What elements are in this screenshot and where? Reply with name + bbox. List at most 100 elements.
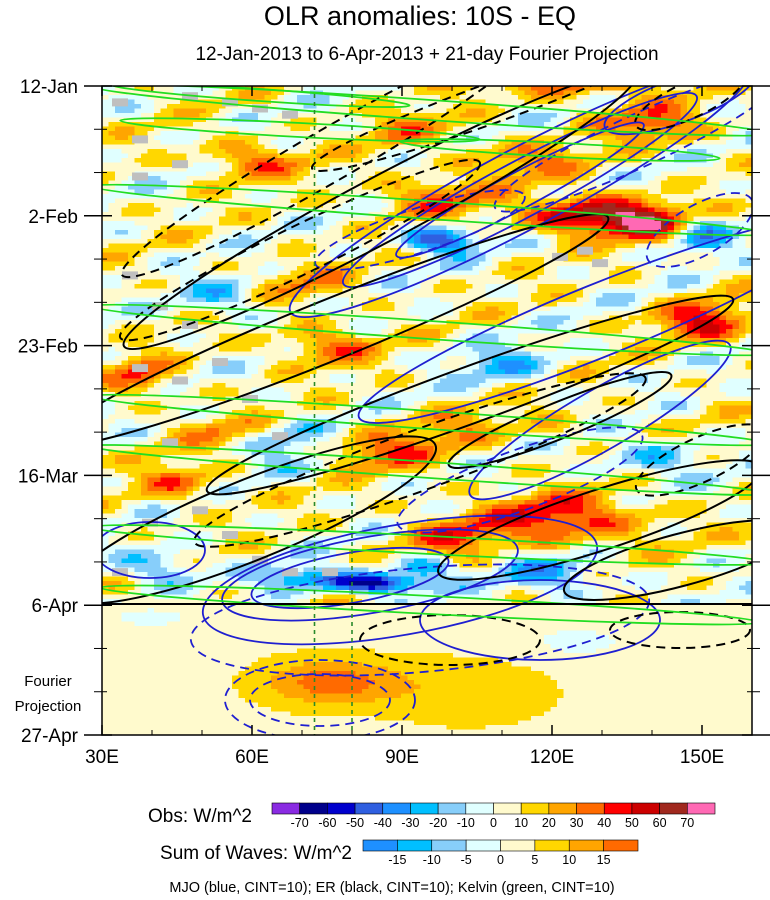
heatmap-cell <box>537 194 545 200</box>
heatmap-cell <box>141 113 149 119</box>
heatmap-cell <box>433 95 441 101</box>
heatmap-cell <box>206 230 214 236</box>
heatmap-cell <box>329 99 337 105</box>
heatmap-cell <box>284 122 292 128</box>
heatmap-cell <box>602 248 610 254</box>
heatmap-cell <box>186 149 194 155</box>
heatmap-cell <box>407 131 415 137</box>
heatmap-cell <box>141 126 149 132</box>
heatmap-cell <box>277 207 285 213</box>
heatmap-cell <box>570 306 578 312</box>
heatmap-cell <box>199 158 207 164</box>
heatmap-cell <box>563 302 571 308</box>
heatmap-cell <box>427 234 435 240</box>
heatmap-cell <box>602 108 610 114</box>
heatmap-cell <box>511 239 519 245</box>
heatmap-cell <box>394 180 402 186</box>
heatmap-cell <box>323 239 331 245</box>
heatmap-cell <box>485 279 493 285</box>
heatmap-cell <box>316 104 324 110</box>
heatmap-cell <box>453 122 461 128</box>
heatmap-cell <box>329 198 337 204</box>
heatmap-cell <box>141 207 149 213</box>
heatmap-cell <box>147 104 155 110</box>
heatmap-cell <box>167 99 175 105</box>
heatmap-cell <box>479 144 487 150</box>
heatmap-cell <box>518 284 526 290</box>
heatmap-cell <box>654 288 662 294</box>
heatmap-cell <box>102 297 110 303</box>
heatmap-cell <box>550 203 558 209</box>
heatmap-cell <box>193 275 201 281</box>
heatmap-cell <box>323 99 331 105</box>
heatmap-cell <box>492 189 500 195</box>
heatmap-cell <box>225 248 233 254</box>
heatmap-cell <box>388 207 396 213</box>
heatmap-cell <box>401 216 409 222</box>
heatmap-cell <box>550 270 558 276</box>
heatmap-cell <box>433 126 441 132</box>
heatmap-cell <box>375 248 383 254</box>
heatmap-cell <box>726 261 734 267</box>
heatmap-cell <box>661 99 669 105</box>
heatmap-cell <box>459 117 467 123</box>
heatmap-cell <box>173 243 181 249</box>
heatmap-cell <box>264 108 272 114</box>
heatmap-cell <box>459 180 467 186</box>
heatmap-cell <box>524 171 532 177</box>
heatmap-cell <box>336 180 344 186</box>
heatmap-cell <box>186 99 194 105</box>
heatmap-cell <box>739 212 747 218</box>
heatmap-cell <box>719 126 727 132</box>
heatmap-cell <box>362 248 370 254</box>
heatmap-cell <box>726 86 734 92</box>
heatmap-cell <box>739 167 747 173</box>
heatmap-cell <box>622 203 630 209</box>
heatmap-cell <box>323 158 331 164</box>
heatmap-cell <box>576 185 584 191</box>
heatmap-cell <box>147 171 155 177</box>
heatmap-cell <box>498 306 506 312</box>
heatmap-cell <box>245 95 253 101</box>
heatmap-cell <box>550 144 558 150</box>
heatmap-cell <box>739 149 747 155</box>
heatmap-cell <box>667 275 675 281</box>
heatmap-cell <box>212 230 220 236</box>
heatmap-cell <box>401 167 409 173</box>
heatmap-cell <box>433 167 441 173</box>
heatmap-cell <box>219 221 227 227</box>
heatmap-cell <box>544 117 552 123</box>
heatmap-cell <box>284 167 292 173</box>
heatmap-cell <box>258 113 266 119</box>
heatmap-cell <box>206 149 214 155</box>
heatmap-cell <box>251 90 259 96</box>
heatmap-cell <box>388 158 396 164</box>
heatmap-cell <box>271 297 279 303</box>
heatmap-cell <box>700 140 708 146</box>
heatmap-cell <box>394 144 402 150</box>
heatmap-cell <box>160 131 168 137</box>
heatmap-cell <box>713 243 721 249</box>
heatmap-cell <box>466 189 474 195</box>
heatmap-cell <box>648 194 656 200</box>
heatmap-cell <box>654 293 662 299</box>
heatmap-cell <box>615 230 623 236</box>
heatmap-cell <box>232 162 240 168</box>
heatmap-cell <box>121 104 129 110</box>
heatmap-cell <box>407 176 415 182</box>
heatmap-cell <box>284 257 292 263</box>
heatmap-cell <box>700 99 708 105</box>
heatmap-cell <box>596 225 604 231</box>
heatmap-cell <box>355 176 363 182</box>
heatmap-cell <box>648 104 656 110</box>
heatmap-cell <box>134 243 142 249</box>
heatmap-cell <box>680 171 688 177</box>
heatmap-cell <box>336 261 344 267</box>
heatmap-cell <box>388 113 396 119</box>
heatmap-cell <box>342 275 350 281</box>
heatmap-cell <box>316 239 324 245</box>
heatmap-cell <box>342 203 350 209</box>
heatmap-cell <box>550 302 558 308</box>
heatmap-cell <box>537 167 545 173</box>
heatmap-cell <box>414 144 422 150</box>
